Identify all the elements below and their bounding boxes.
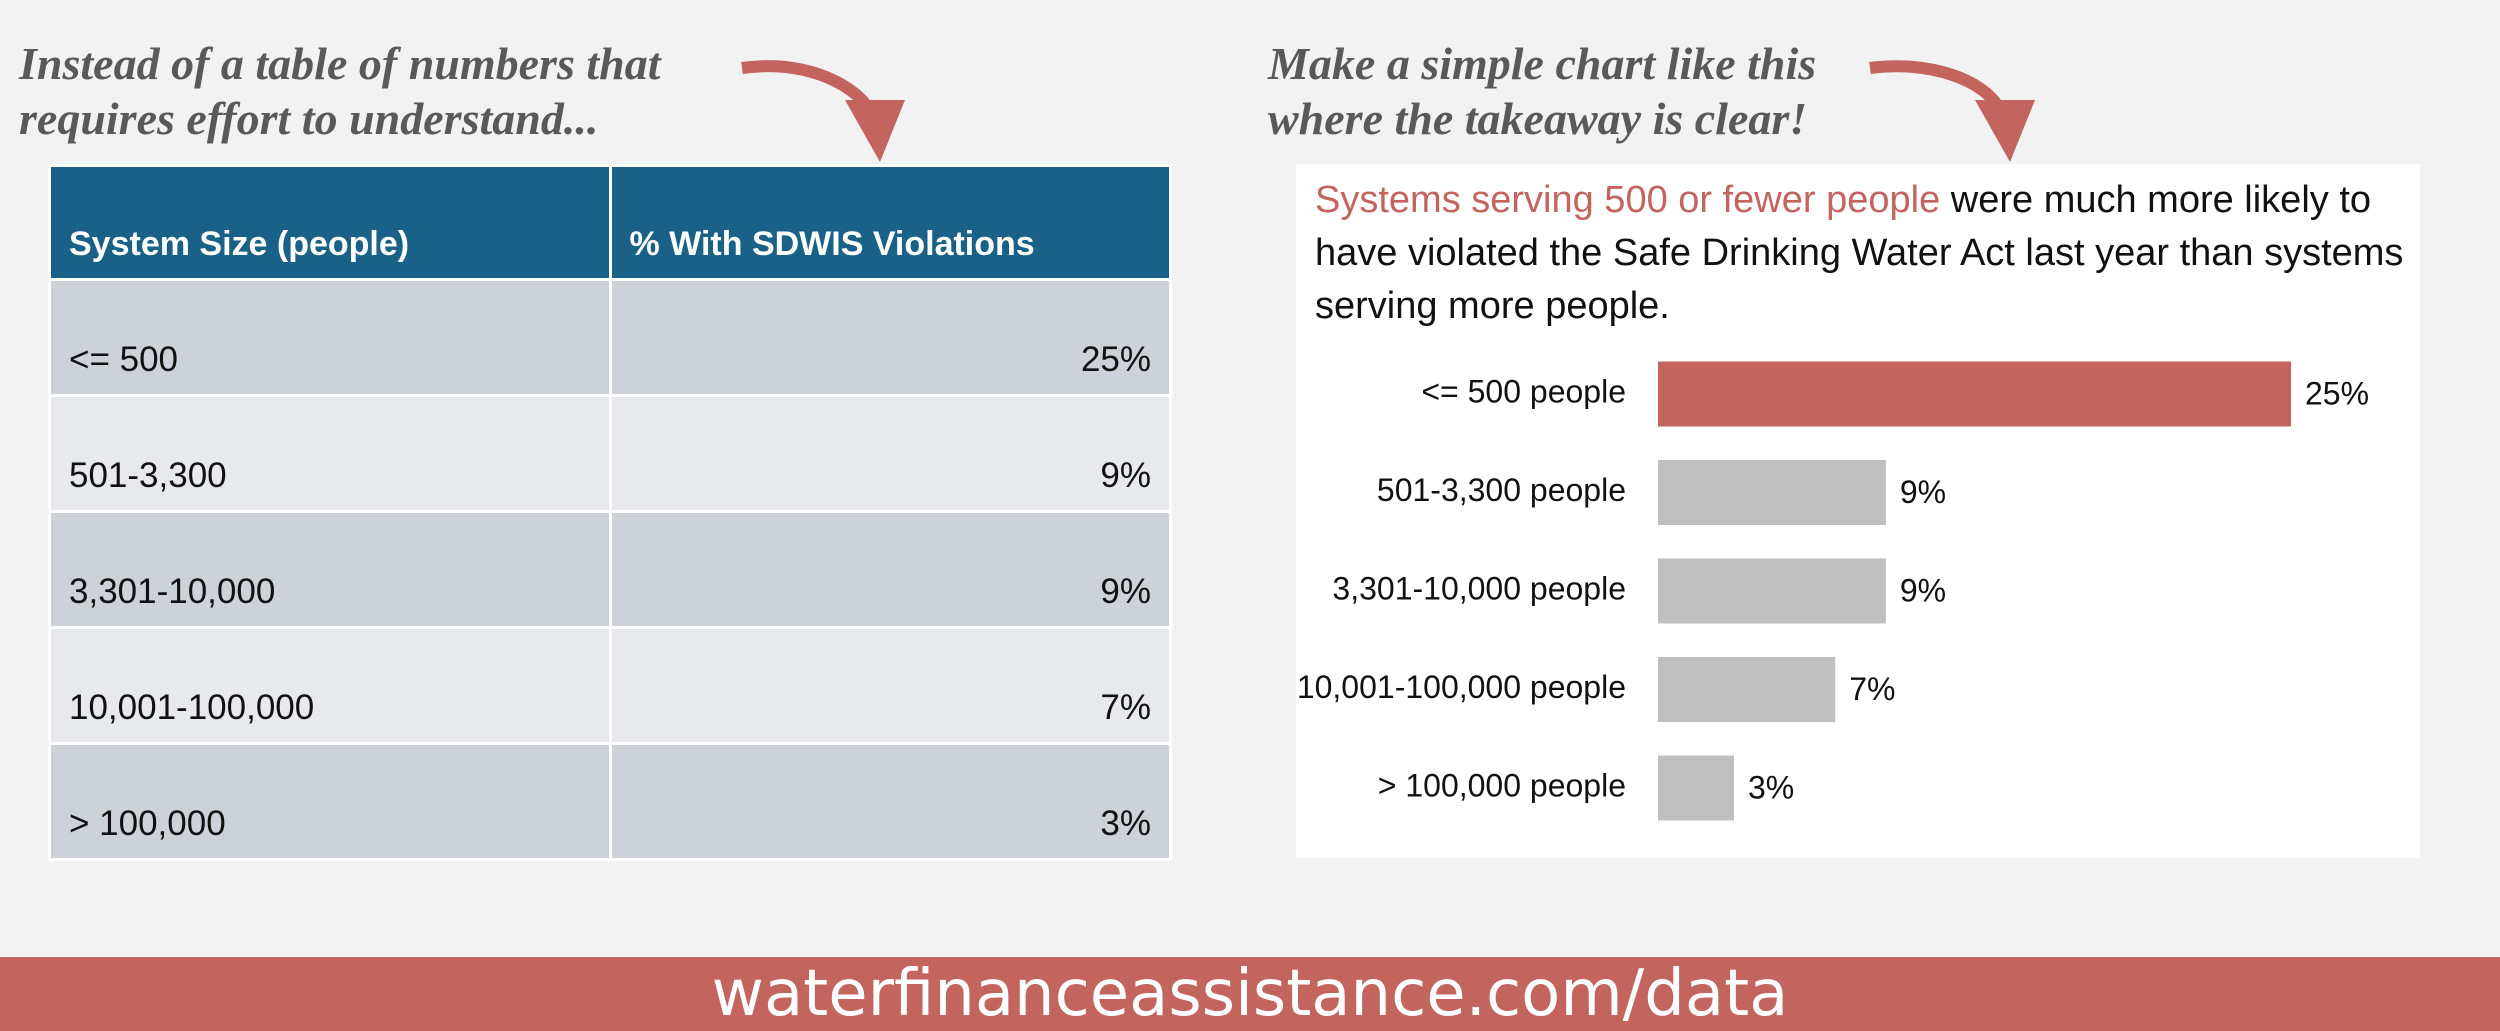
category-label: 10,001-100,000 people [1297, 669, 1626, 705]
arrow-head [1975, 100, 2035, 162]
value-label: 9% [1900, 474, 1946, 510]
title-highlight: Systems serving 500 or fewer people [1315, 179, 1941, 221]
value-label: 25% [2305, 375, 2369, 411]
header-cell: System Size (people) [48, 164, 612, 281]
table-cell: <= 500 [48, 278, 612, 397]
table-cell: 501-3,300 [48, 394, 612, 513]
category-label: <= 500 people [1421, 373, 1626, 409]
bar [1658, 361, 2291, 427]
table-row: 10,001-100,000 7% [48, 626, 1172, 745]
arrow-head [845, 100, 905, 162]
footer: waterfinanceassistance.com/data [0, 957, 2500, 1031]
table-cell: 9% [608, 394, 1172, 513]
data-table: System Size (people) % With SDWIS Violat… [48, 164, 1172, 861]
chart: <= 500 people 25% 501-3,300 people 9% 3,301-… [1297, 361, 2369, 821]
right-caption: Make a simple chart like this where the … [1268, 38, 1817, 144]
table-row: 501-3,300 9% [48, 394, 1172, 513]
bar [1658, 755, 1734, 821]
table-cell: 3% [608, 742, 1172, 861]
table-cell: > 100,000 [48, 742, 612, 861]
table-cell: 7% [608, 626, 1172, 745]
table-row: 3,301-10,000 9% [48, 510, 1172, 629]
table-cell: 3,301-10,000 [48, 510, 612, 629]
category-label: 501-3,300 people [1377, 472, 1626, 508]
chart-panel: Systems serving 500 or fewer people were… [1296, 164, 2420, 858]
table-cell: 25% [608, 278, 1172, 397]
value-label: 3% [1748, 769, 1794, 805]
bar [1658, 657, 1836, 722]
left-caption: Instead of a table of numbers that requi… [19, 38, 661, 144]
category-label: 3,301-10,000 people [1332, 570, 1626, 606]
bar [1658, 558, 1886, 624]
table-row: <= 500 25% [48, 278, 1172, 397]
value-label: 7% [1849, 671, 1895, 707]
category-label: > 100,000 people [1378, 767, 1626, 803]
title-rest: were much more likely to have violated t… [1315, 179, 2404, 327]
header-row: System Size (people) % With SDWIS Violat… [48, 164, 1172, 281]
bar [1658, 460, 1886, 525]
chart-title: Systems serving 500 or fewer people were… [1315, 174, 2405, 333]
table-cell: 9% [608, 510, 1172, 629]
header-cell: % With SDWIS Violations [608, 164, 1172, 281]
table-row: > 100,000 3% [48, 742, 1172, 861]
value-label: 9% [1900, 572, 1946, 608]
table-cell: 10,001-100,000 [48, 626, 612, 745]
arrows [741, 60, 2035, 162]
